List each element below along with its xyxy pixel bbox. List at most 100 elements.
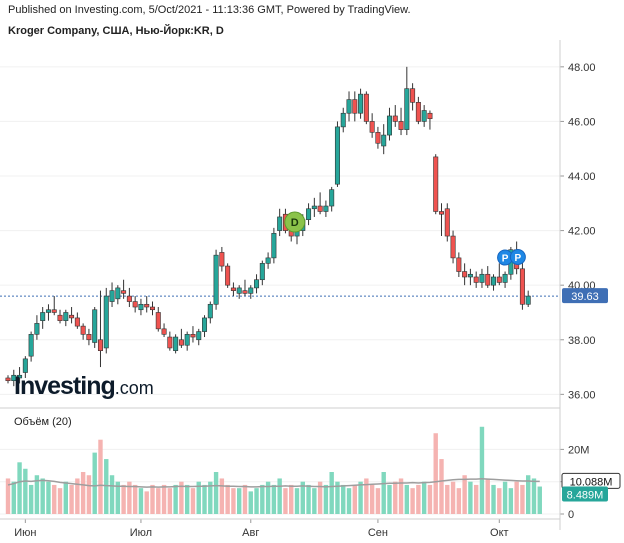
volume-bar <box>473 484 479 514</box>
candle-body <box>138 303 144 311</box>
candle-body <box>155 312 161 330</box>
candle <box>363 91 369 125</box>
volume-bar <box>75 478 80 514</box>
volume-bar <box>34 475 40 514</box>
price-tick-label: 42.00 <box>568 226 596 238</box>
volume-tick-label: 0 <box>568 509 574 521</box>
volume-ma-badge: 10.088M <box>570 476 613 488</box>
event-marker <box>509 248 526 265</box>
candle-body <box>74 317 80 327</box>
volume-bar <box>329 472 334 514</box>
volume-bar <box>28 484 34 514</box>
candle <box>86 328 92 346</box>
candle-body <box>144 303 150 308</box>
volume-bar <box>190 488 196 514</box>
volume-bar <box>491 484 496 514</box>
volume-bar <box>132 484 138 514</box>
volume-bar <box>381 472 386 514</box>
volume-bar <box>502 481 508 514</box>
last-volume-badge-bg <box>562 486 608 502</box>
candle-body <box>375 132 381 144</box>
candle-body <box>219 252 225 267</box>
volume-bar <box>317 481 323 514</box>
volume-bar <box>312 488 317 514</box>
candle <box>340 107 346 133</box>
candle <box>11 369 17 387</box>
candle <box>392 105 398 127</box>
volume-bar <box>248 491 253 514</box>
candle <box>329 186 335 212</box>
volume-bar <box>300 481 305 514</box>
volume-bar <box>184 484 190 514</box>
candle <box>519 260 525 310</box>
candle <box>415 96 421 125</box>
candle-body <box>456 257 462 272</box>
volume-bar <box>260 484 265 514</box>
volume-bar <box>439 459 444 514</box>
candle-body <box>427 112 433 119</box>
candle <box>421 105 427 127</box>
candle <box>369 113 375 138</box>
candle-body <box>11 374 17 382</box>
volume-bar <box>219 478 225 514</box>
volume-bar <box>462 475 467 514</box>
candle-body <box>491 276 497 286</box>
x-tick-label: Июн <box>14 527 36 539</box>
candle-body <box>248 287 254 294</box>
candle <box>161 323 167 338</box>
volume-bar <box>225 484 230 514</box>
candle <box>213 249 219 310</box>
volume-bar <box>520 484 525 514</box>
volume-bar <box>196 481 201 514</box>
candle <box>121 279 127 299</box>
candle <box>404 66 410 136</box>
candle <box>22 356 28 378</box>
candle-body <box>103 295 109 349</box>
candle-body <box>525 295 531 305</box>
candle <box>74 312 80 329</box>
candle-body <box>496 276 502 283</box>
candle <box>202 315 208 338</box>
volume-panel-label: Объём (20) <box>14 416 72 428</box>
candle-body <box>392 115 398 122</box>
volume-bar <box>213 472 219 514</box>
candle-body <box>438 211 444 215</box>
candle-body <box>311 205 317 210</box>
volume-bar <box>485 478 490 514</box>
volume-bar <box>531 478 537 514</box>
candle <box>69 307 75 324</box>
x-tick-label: Сен <box>368 527 388 539</box>
volume-bar <box>23 468 28 514</box>
candle <box>28 331 34 362</box>
volume-bar <box>341 484 346 514</box>
volume-bar <box>86 475 92 514</box>
volume-bar <box>138 488 144 514</box>
volume-bar <box>265 481 271 514</box>
x-tick-label: Июл <box>130 527 152 539</box>
volume-bar <box>208 481 213 514</box>
right-axis: 36.0038.0040.0042.0044.0046.0048.00010M2… <box>560 62 621 521</box>
candle-body <box>69 314 75 319</box>
volume-bar <box>173 484 178 514</box>
volume-bar <box>323 484 329 514</box>
volume-bar <box>179 481 184 514</box>
candle <box>45 304 51 321</box>
candle <box>63 309 69 327</box>
candle-body <box>340 112 346 128</box>
candle-body <box>502 273 508 283</box>
volume-bar <box>364 478 369 514</box>
volume-bar <box>508 488 514 514</box>
volume-bar <box>398 478 404 514</box>
candle <box>92 307 98 348</box>
volume-bar <box>109 475 115 514</box>
volume-bar <box>237 488 242 514</box>
candle <box>427 110 433 130</box>
candle <box>219 246 225 272</box>
candle-body <box>17 374 23 379</box>
candle <box>34 315 40 340</box>
candle-body <box>352 99 358 114</box>
candle <box>207 301 213 324</box>
volume-bar <box>63 481 68 514</box>
volume-bar <box>121 484 126 514</box>
